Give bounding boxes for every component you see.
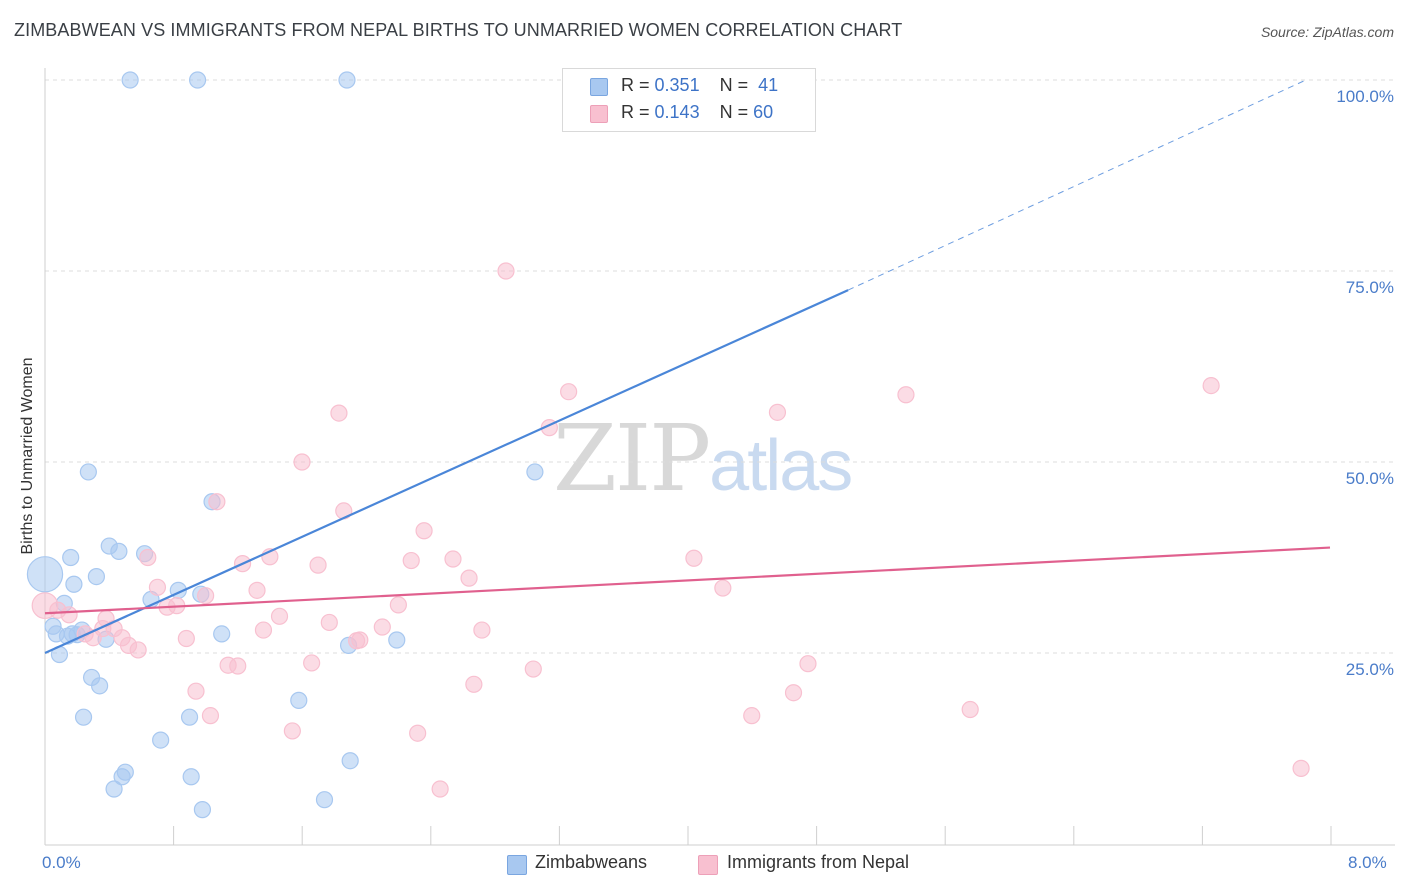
legend-row-nepal: R = 0.143 N = 60	[621, 102, 773, 124]
watermark-zip: ZIP	[553, 405, 711, 512]
nepal-point	[303, 654, 321, 672]
watermark-atlas: atlas	[709, 426, 853, 506]
nepal-trend-line	[44, 546, 1331, 615]
nepal-point	[129, 641, 147, 659]
legend-n-label: N =	[719, 102, 749, 122]
nepal-point	[460, 569, 478, 587]
nepal-point	[1292, 759, 1310, 777]
nepal-point	[389, 596, 407, 614]
nepal-point	[784, 684, 803, 702]
nepal-point	[768, 403, 787, 421]
zimbabwean-point	[526, 463, 544, 481]
y-axis-label: Births to Unmarried Women	[19, 357, 36, 555]
nepal-point	[961, 700, 979, 719]
bottom-legend-nepal: Immigrants from Nepal	[727, 852, 910, 872]
zimbabwean-trend-line	[44, 289, 849, 655]
zimbabwean-point	[188, 71, 207, 89]
legend-n-label: N =	[719, 75, 749, 95]
zimbabwean-point	[315, 791, 334, 809]
nepal-point	[148, 578, 167, 596]
legend-swatch-nepal	[590, 105, 608, 123]
nepal-point	[560, 383, 578, 401]
zimbabwean-point	[213, 625, 231, 643]
legend-swatch-zimbabweans	[590, 78, 608, 96]
nepal-point	[201, 707, 220, 725]
nepal-point	[60, 606, 78, 624]
zimbabwean-point	[91, 677, 109, 695]
nepal-point	[177, 629, 195, 648]
nepal-point	[293, 453, 311, 471]
zimbabwean-point	[182, 768, 200, 786]
bottom-legend-swatch-zimbabweans	[507, 855, 527, 875]
chart-title: ZIMBABWEAN VS IMMIGRANTS FROM NEPAL BIRT…	[14, 20, 903, 40]
legend: R = 0.351 N = 41 R = 0.143 N = 60	[562, 68, 816, 132]
zimbabwean-point	[110, 542, 128, 560]
nepal-point	[444, 550, 462, 568]
nepal-point	[309, 556, 327, 574]
nepal-point	[208, 493, 226, 511]
nepal-point	[473, 621, 491, 639]
nepal-point	[270, 607, 289, 625]
zimbabwean-point	[338, 71, 356, 89]
zimbabwean-point	[26, 556, 64, 593]
watermark: ZIPatlas	[553, 405, 853, 512]
y-tick-label-100: 100.0%	[1336, 87, 1394, 106]
y-tick-label-25: 25.0%	[1345, 660, 1394, 679]
zimbabwean-point	[341, 752, 359, 770]
legend-r-label: R =	[621, 75, 650, 95]
zimbabwean-point	[105, 780, 123, 798]
nepal-point	[351, 631, 369, 649]
bottom-legend-swatch-nepal	[698, 855, 718, 875]
zimbabwean-point	[65, 575, 83, 593]
nepal-point	[197, 587, 215, 605]
zimbabwean-trend-extension	[847, 79, 1307, 291]
zimbabwean-point	[62, 548, 80, 567]
legend-r-value: 0.351	[654, 75, 700, 95]
zimbabwean-point	[290, 691, 308, 709]
nepal-point	[409, 724, 427, 742]
nepal-point	[254, 621, 273, 639]
bottom-legend-zimbabweans: Zimbabweans	[535, 852, 648, 872]
nepal-point	[139, 548, 157, 567]
zimbabwean-point	[79, 463, 97, 481]
zimbabwean-point	[388, 631, 406, 649]
zimbabwean-point	[180, 708, 199, 726]
y-tick-label-75: 75.0%	[1345, 278, 1394, 297]
legend-n-value: 41	[758, 75, 779, 95]
chart-source: Source: ZipAtlas.com	[1260, 24, 1394, 40]
nepal-point	[229, 657, 247, 675]
nepal-point	[431, 780, 449, 798]
x-tick-label-min: 0.0%	[42, 853, 81, 872]
zimbabwean-point	[87, 567, 106, 586]
nepal-point	[524, 660, 542, 678]
zimbabwean-point	[116, 763, 134, 781]
nepal-point	[1202, 377, 1220, 395]
zimbabwean-point	[193, 801, 212, 819]
nepal-point	[799, 655, 817, 673]
legend-n-value: 60	[753, 102, 774, 122]
nepal-point	[187, 682, 205, 700]
nepal-point	[402, 551, 420, 570]
nepal-point	[248, 581, 266, 599]
legend-r-label: R =	[621, 102, 650, 122]
zimbabwean-point	[121, 71, 139, 89]
nepal-point	[743, 707, 761, 725]
zimbabwean-point	[74, 708, 93, 726]
nepal-point	[373, 618, 391, 636]
nepal-point	[465, 675, 483, 693]
nepal-point	[330, 404, 348, 422]
y-tick-label-50: 50.0%	[1345, 469, 1394, 488]
x-tick-label-max: 8.0%	[1348, 853, 1387, 872]
nepal-point	[497, 262, 515, 280]
legend-row-zimbabweans: R = 0.351 N = 41	[621, 75, 778, 97]
zimbabwean-point	[152, 731, 170, 749]
nepal-point	[714, 579, 732, 597]
nepal-point	[685, 549, 703, 567]
nepal-point	[415, 522, 433, 540]
legend-r-value: 0.143	[654, 102, 700, 122]
nepal-point	[320, 613, 338, 632]
nepal-point	[283, 722, 301, 740]
nepal-point	[897, 386, 915, 404]
